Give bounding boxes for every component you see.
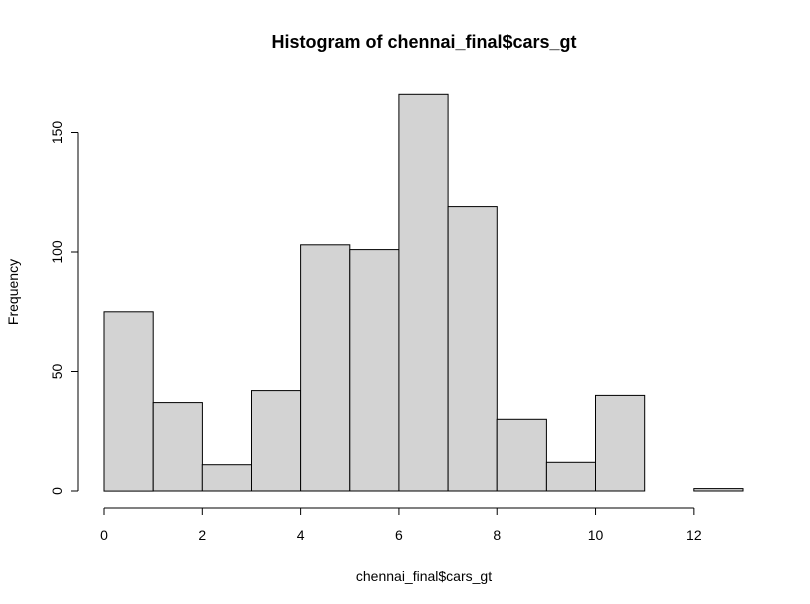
histogram-bar-3-4 — [251, 390, 302, 492]
histogram-bar-0-1 — [103, 311, 154, 492]
y-tick-label-0: 0 — [49, 487, 65, 495]
histogram-bar-12-13 — [693, 488, 744, 492]
histogram-bar-7-8 — [447, 206, 498, 492]
histogram-bar-4-5 — [300, 244, 351, 492]
histogram-bar-6-7 — [398, 93, 449, 492]
y-tick-label-100: 100 — [49, 240, 65, 264]
x-tick-label-0: 0 — [100, 527, 108, 543]
y-tick-label-150: 150 — [49, 121, 65, 145]
y-tick-label-50: 50 — [49, 364, 65, 380]
x-tick-label-10: 10 — [588, 527, 604, 543]
x-tick-label-6: 6 — [395, 527, 403, 543]
histogram-bar-1-2 — [152, 402, 203, 492]
x-tick-label-12: 12 — [686, 527, 702, 543]
x-axis-label: chennai_final$cars_gt — [356, 568, 492, 584]
y-axis-label: Frequency — [5, 259, 21, 325]
x-tick-label-2: 2 — [198, 527, 206, 543]
histogram-bar-2-3 — [201, 464, 253, 492]
histogram-bar-10-11 — [595, 394, 646, 492]
y-axis: 0 50 100 150 — [49, 121, 79, 495]
histogram-bar-8-9 — [496, 418, 547, 492]
x-axis: 0 2 4 6 8 10 12 — [100, 507, 702, 543]
x-tick-label-4: 4 — [297, 527, 305, 543]
histogram-bar-9-10 — [545, 461, 597, 492]
bars-group — [103, 93, 744, 492]
chart-title: Histogram of chennai_final$cars_gt — [271, 32, 576, 52]
x-tick-label-8: 8 — [493, 527, 501, 543]
histogram-bar-5-6 — [349, 249, 400, 492]
